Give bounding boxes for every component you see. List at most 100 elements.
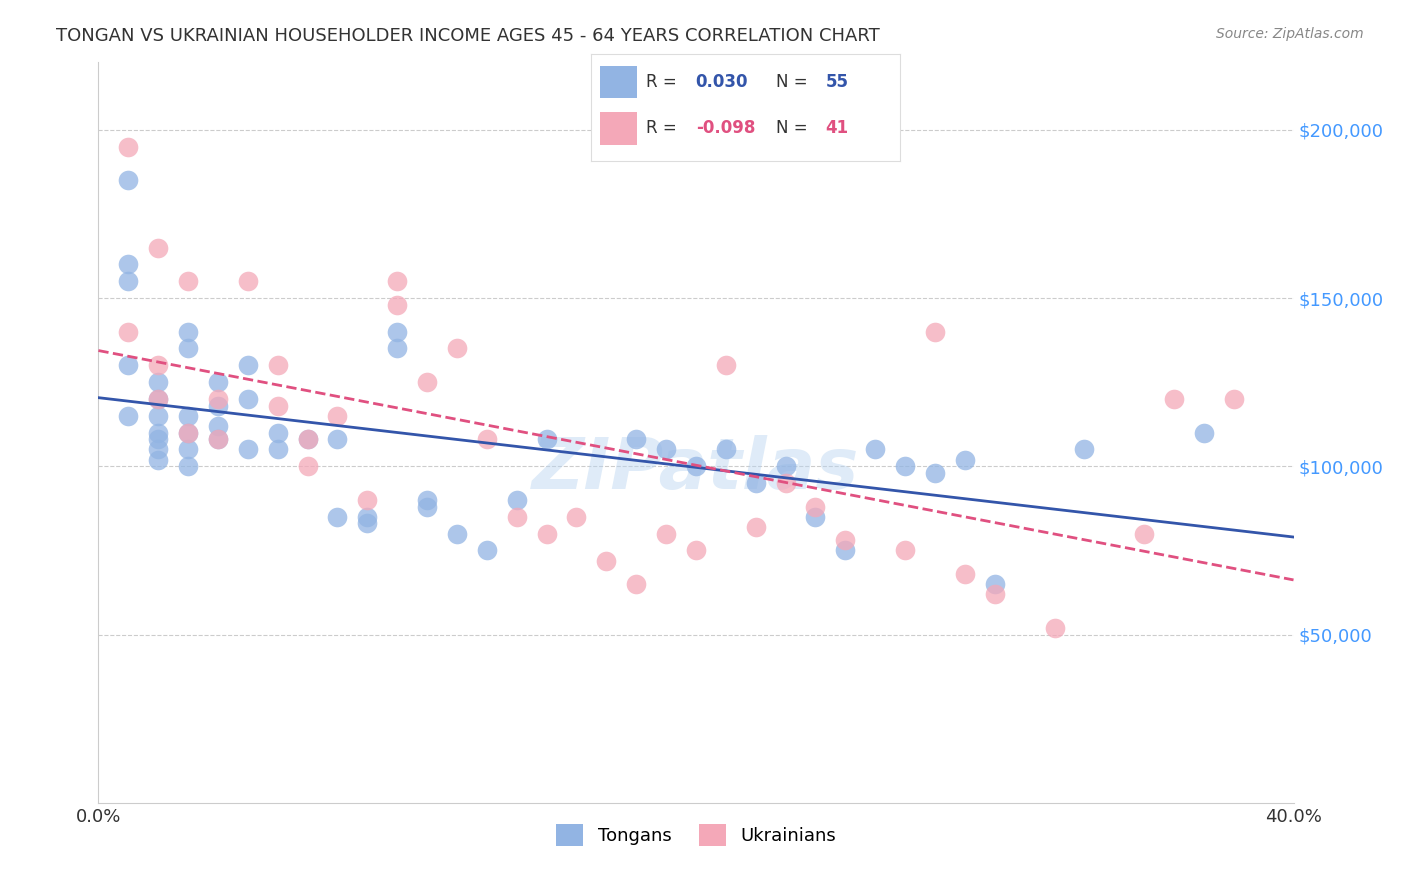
Point [267, 442, 290, 457]
Point [117, 325, 139, 339]
Text: N =: N = [776, 73, 813, 91]
Point [475, 433, 498, 447]
Point [685, 543, 707, 558]
Text: ZIPatlas: ZIPatlas [533, 435, 859, 504]
Point [117, 173, 139, 187]
Point [148, 442, 170, 457]
Point [326, 509, 349, 524]
Text: N =: N = [776, 120, 813, 137]
Point [745, 520, 768, 534]
Text: 55: 55 [825, 73, 849, 91]
Point [356, 492, 378, 507]
Point [804, 500, 827, 514]
Point [207, 433, 229, 447]
Point [1073, 442, 1095, 457]
FancyBboxPatch shape [600, 66, 637, 98]
Point [385, 325, 409, 339]
Point [207, 399, 229, 413]
Text: -0.098: -0.098 [696, 120, 755, 137]
Point [148, 433, 170, 447]
Point [177, 409, 200, 423]
Point [626, 577, 648, 591]
Text: R =: R = [647, 120, 682, 137]
Point [385, 274, 409, 288]
Point [207, 418, 229, 433]
Point [236, 274, 259, 288]
Text: Source: ZipAtlas.com: Source: ZipAtlas.com [1216, 27, 1364, 41]
Point [148, 392, 170, 406]
Point [536, 433, 558, 447]
Point [117, 257, 139, 271]
Point [565, 509, 588, 524]
Point [148, 409, 170, 423]
Point [267, 359, 290, 373]
Text: 0.030: 0.030 [696, 73, 748, 91]
Point [148, 392, 170, 406]
Point [924, 466, 946, 480]
Point [1223, 392, 1246, 406]
Point [953, 566, 976, 581]
Point [446, 342, 468, 356]
Point [685, 459, 707, 474]
Point [117, 359, 139, 373]
Point [117, 139, 139, 153]
Text: TONGAN VS UKRAINIAN HOUSEHOLDER INCOME AGES 45 - 64 YEARS CORRELATION CHART: TONGAN VS UKRAINIAN HOUSEHOLDER INCOME A… [56, 27, 880, 45]
Point [475, 543, 498, 558]
Point [117, 409, 139, 423]
Point [894, 543, 917, 558]
Point [655, 442, 678, 457]
Point [804, 509, 827, 524]
Point [506, 509, 529, 524]
Point [984, 587, 1007, 601]
Point [775, 476, 797, 491]
Point [148, 375, 170, 389]
Point [714, 359, 737, 373]
Point [416, 492, 439, 507]
Point [267, 425, 290, 440]
Point [655, 526, 678, 541]
Point [506, 492, 529, 507]
Point [356, 509, 378, 524]
Point [834, 543, 856, 558]
Point [177, 325, 200, 339]
Point [207, 433, 229, 447]
Point [924, 325, 946, 339]
Point [148, 425, 170, 440]
Point [865, 442, 887, 457]
Point [177, 442, 200, 457]
Point [177, 342, 200, 356]
Point [834, 533, 856, 548]
Point [894, 459, 917, 474]
Text: R =: R = [647, 73, 682, 91]
Point [326, 433, 349, 447]
Point [117, 274, 139, 288]
Point [1192, 425, 1215, 440]
Point [148, 452, 170, 467]
Point [236, 359, 259, 373]
Point [984, 577, 1007, 591]
Point [953, 452, 976, 467]
Text: 41: 41 [825, 120, 849, 137]
Point [775, 459, 797, 474]
FancyBboxPatch shape [600, 112, 637, 145]
Point [148, 240, 170, 255]
Point [385, 298, 409, 312]
Point [177, 274, 200, 288]
Point [297, 433, 319, 447]
Point [207, 375, 229, 389]
Point [595, 553, 617, 567]
Point [297, 459, 319, 474]
Point [1133, 526, 1156, 541]
Point [177, 425, 200, 440]
Point [385, 342, 409, 356]
Point [626, 433, 648, 447]
Point [177, 425, 200, 440]
Point [236, 442, 259, 457]
Point [416, 375, 439, 389]
Point [148, 359, 170, 373]
Legend: Tongans, Ukrainians: Tongans, Ukrainians [548, 816, 844, 853]
Point [326, 409, 349, 423]
Point [1163, 392, 1185, 406]
Point [236, 392, 259, 406]
Point [416, 500, 439, 514]
